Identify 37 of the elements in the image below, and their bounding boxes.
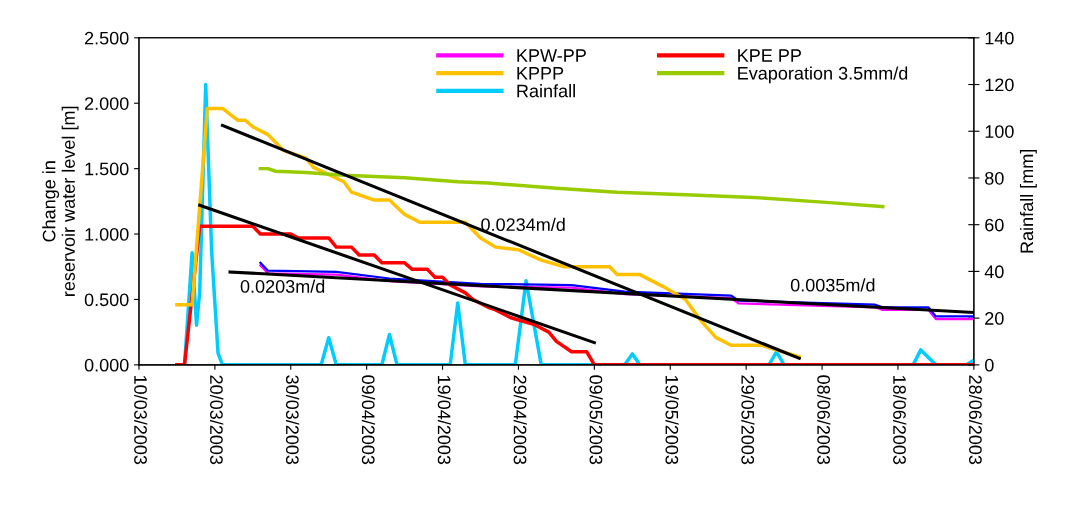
y2-tick-label: 60	[985, 218, 1004, 232]
y-tick-label: 1.000	[85, 227, 129, 241]
x-tick-label: 20/03/2003	[210, 375, 224, 465]
y2-axis-title: Rainfall [mm]	[1019, 149, 1037, 253]
x-tick-label: 29/04/2003	[513, 375, 527, 465]
x-tick-label: 29/05/2003	[741, 375, 755, 465]
y2-tick-label: 80	[985, 171, 1004, 185]
x-tick-label: 10/03/2003	[134, 375, 148, 465]
line-series	[258, 166, 885, 209]
y-tick-label: 0.000	[84, 358, 129, 372]
x-tick-label: 09/05/2003	[589, 375, 603, 465]
y-tick-label: 1.500	[85, 162, 129, 176]
annotation: 0.0203m/d	[240, 279, 325, 293]
x-tick-label: 19/05/2003	[665, 375, 679, 465]
y2-tick-label: 140	[985, 31, 1014, 45]
y-tick-label: 2.500	[84, 31, 129, 45]
annotation: 0.0234m/d	[481, 217, 565, 232]
legend-label: KPPP	[517, 67, 564, 80]
x-tick-label: 08/06/2003	[817, 375, 831, 465]
annotation: 0.0035m/d	[790, 278, 875, 292]
y-axis-title: Change in reservoir water level [m]	[42, 106, 79, 296]
legend-label: KPE PP	[738, 49, 801, 62]
y2-tick-label: 20	[985, 312, 1004, 325]
x-tick-label: 28/06/2003	[969, 375, 983, 465]
y-tick-label: 2.000	[84, 97, 129, 110]
x-tick-label: 09/04/2003	[361, 375, 376, 465]
legend-label: Rainfall	[517, 84, 575, 98]
legend-label: KPW-PP	[517, 49, 586, 62]
x-tick-label: 18/06/2003	[893, 375, 907, 465]
y2-tick-label: 0	[984, 358, 994, 372]
legend-label: Evaporation 3.5mm/d	[738, 66, 908, 84]
y2-tick-label: 120	[985, 78, 1014, 92]
y-tick-label: 0.500	[84, 293, 129, 307]
x-tick-label: 19/04/2003	[437, 375, 451, 465]
x-tick-label: 30/03/2003	[285, 375, 300, 465]
y2-tick-label: 40	[984, 265, 1004, 279]
y2-tick-label: 100	[985, 125, 1014, 138]
